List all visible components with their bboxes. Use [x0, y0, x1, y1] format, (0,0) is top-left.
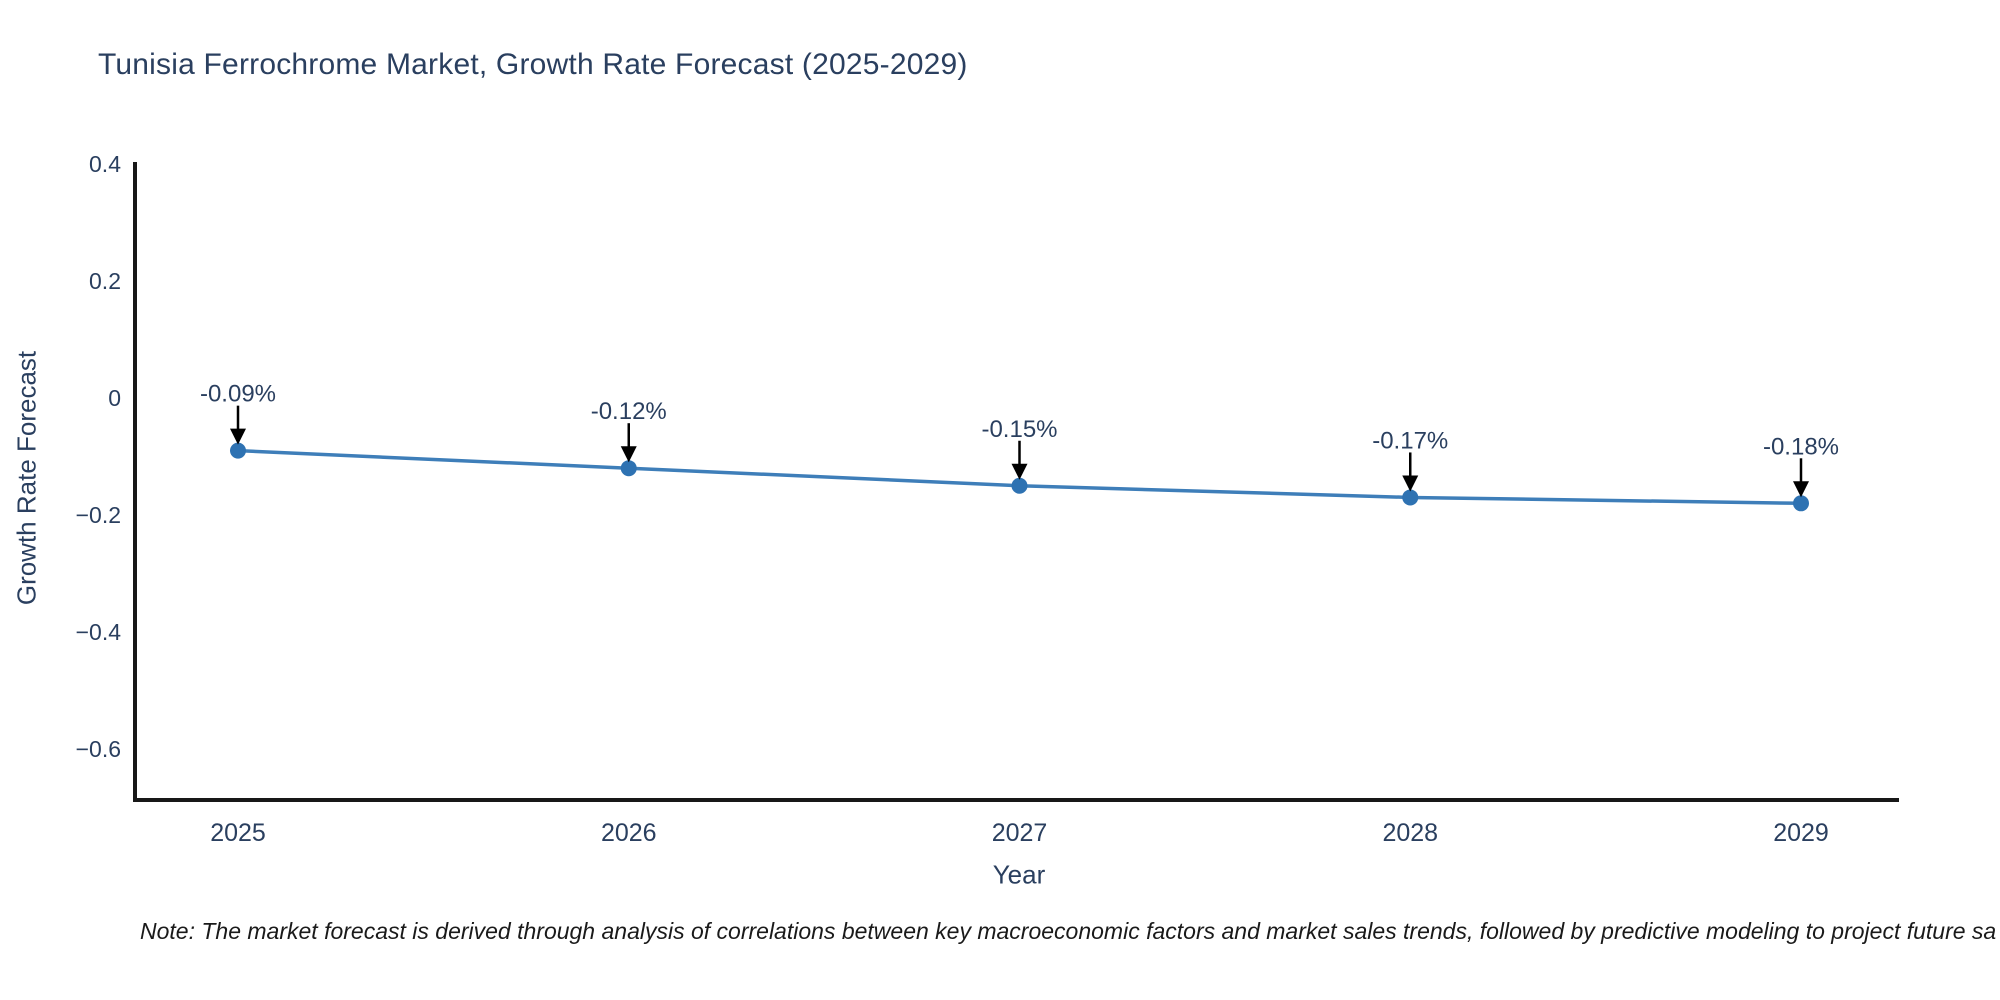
x-tick-label: 2028: [1382, 819, 1438, 847]
annotation-label: -0.15%: [981, 416, 1057, 443]
x-tick-label: 2026: [601, 819, 657, 847]
data-point-marker: [1793, 495, 1809, 512]
y-tick-label: −0.4: [76, 619, 122, 645]
y-tick-label: 0.2: [89, 268, 121, 294]
annotation-arrowhead-icon: [1402, 475, 1419, 492]
y-tick-label: −0.6: [76, 736, 121, 762]
data-point-marker: [1011, 477, 1028, 494]
x-tick-label: 2025: [210, 819, 266, 847]
y-tick-label: 0.4: [89, 151, 121, 177]
annotation-arrowhead-icon: [230, 428, 246, 445]
data-point-marker: [230, 442, 246, 459]
data-point-marker: [620, 460, 637, 477]
annotation-label: -0.12%: [591, 398, 667, 425]
y-tick-label: 0: [108, 385, 121, 411]
annotation-label: -0.18%: [1763, 433, 1839, 460]
y-tick-label: −0.2: [76, 502, 121, 528]
annotation-label: -0.09%: [200, 381, 276, 408]
annotation-arrowhead-icon: [1793, 481, 1809, 498]
annotation-label: -0.17%: [1372, 427, 1448, 454]
chart-title: Tunisia Ferrochrome Market, Growth Rate …: [98, 48, 968, 81]
annotation-arrowhead-icon: [1011, 463, 1028, 480]
x-tick-label: 2027: [992, 819, 1048, 847]
footnote: Note: The market forecast is derived thr…: [140, 918, 1997, 944]
x-axis-title: Year: [992, 859, 1046, 890]
annotation-arrowhead-icon: [620, 446, 637, 463]
x-tick-label: 2029: [1773, 819, 1829, 847]
data-point-marker: [1402, 489, 1419, 506]
